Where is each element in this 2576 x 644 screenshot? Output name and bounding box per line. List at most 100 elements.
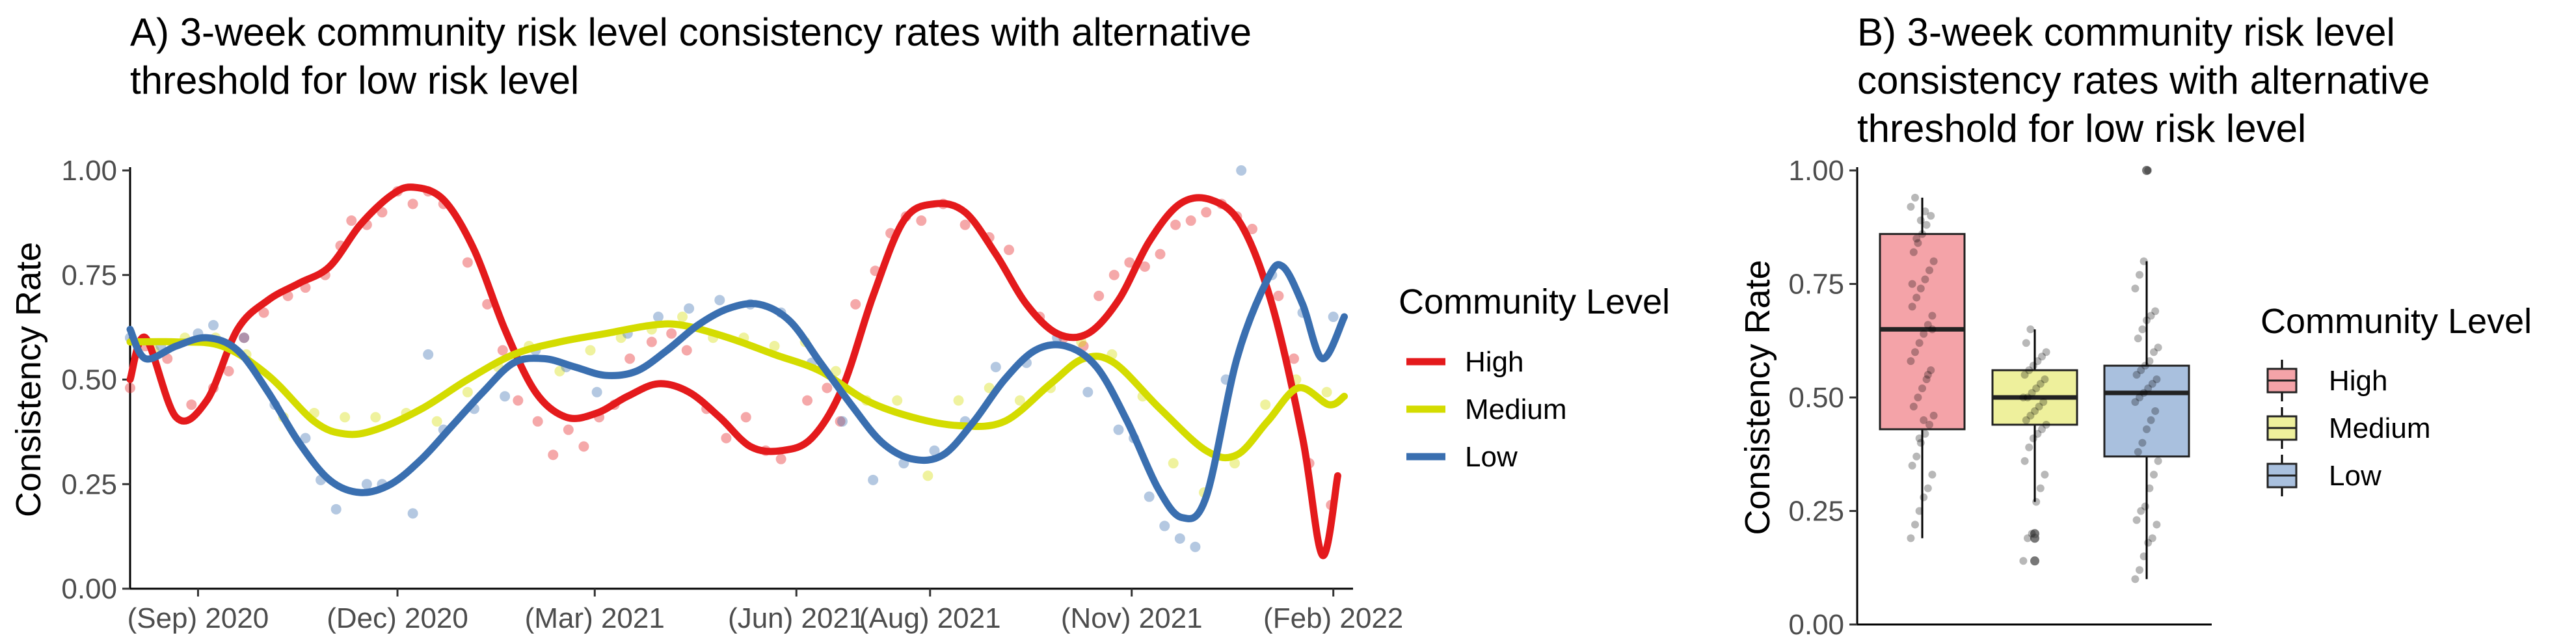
data-point-medium	[830, 366, 841, 377]
jitter-point	[2143, 425, 2151, 433]
panel-b-y-tick-label: 0.00	[1788, 609, 1844, 641]
panel-a-x-tick-label: (Mar) 2021	[525, 602, 665, 634]
box-outlier	[2030, 556, 2039, 566]
panel-b-y-tick-label: 0.75	[1788, 269, 1844, 301]
jitter-point	[2144, 384, 2153, 393]
jitter-point	[2033, 357, 2042, 366]
jitter-point	[2022, 339, 2030, 347]
jitter-point	[2036, 380, 2045, 388]
jitter-point	[2042, 348, 2050, 356]
panel-a-y-tick-label: 0.25	[61, 468, 117, 500]
panel-b-y-tick-label: 0.50	[1788, 382, 1844, 414]
data-point-low	[330, 503, 342, 515]
jitter-point	[2147, 312, 2155, 320]
data-point-low	[1082, 386, 1093, 397]
data-point-high	[125, 382, 135, 394]
data-point-high	[258, 307, 269, 318]
series-line-low	[126, 261, 1348, 522]
jitter-point	[2038, 425, 2046, 433]
data-point-high	[497, 345, 508, 356]
data-point-low	[591, 386, 602, 397]
data-point-high	[646, 336, 657, 347]
jitter-point	[2020, 457, 2029, 465]
series-low-points	[125, 165, 1339, 552]
jitter-point	[2151, 307, 2160, 315]
data-point-high	[1108, 269, 1120, 280]
jitter-point	[2025, 443, 2033, 451]
jitter-point	[2038, 353, 2046, 361]
jitter-point	[2137, 366, 2145, 375]
jitter-point	[1908, 280, 1916, 288]
jitter-point	[1922, 221, 1931, 229]
jitter-point	[1909, 402, 1918, 410]
jitter-point	[1921, 275, 1929, 284]
data-point-high	[239, 332, 250, 343]
jitter-point	[2028, 389, 2036, 397]
jitter-point	[1928, 312, 1937, 320]
jitter-point	[2144, 539, 2153, 547]
data-point-high	[1155, 248, 1166, 260]
data-point-medium	[1229, 458, 1241, 469]
data-point-medium	[1321, 386, 1332, 397]
data-point-medium	[431, 416, 442, 427]
data-point-medium	[554, 366, 565, 377]
data-point-low	[1113, 424, 1124, 435]
jitter-point	[2143, 316, 2151, 325]
jitter-point	[1912, 234, 1921, 243]
legend-label-low: Low	[1465, 441, 1518, 473]
jitter-point	[2022, 416, 2030, 424]
jitter-point	[2025, 366, 2033, 375]
data-point-high	[959, 219, 971, 230]
jitter-point	[2147, 416, 2155, 424]
data-point-high	[681, 345, 692, 356]
data-point-low	[1159, 520, 1170, 531]
data-point-medium	[677, 312, 688, 323]
data-point-medium	[1168, 458, 1179, 469]
boxplot-high	[1879, 193, 1966, 543]
data-point-high	[1124, 257, 1135, 268]
data-point-low	[652, 312, 664, 323]
panel-b: B) 3-week community risk level consistenc…	[1738, 10, 2532, 641]
data-point-high	[1170, 219, 1181, 230]
data-point-low	[837, 416, 848, 427]
panel-a-legend-title: Community Level	[1399, 282, 1670, 321]
data-point-high	[775, 453, 786, 464]
legend-box-label-medium: Medium	[2329, 412, 2431, 444]
jitter-point	[2036, 484, 2045, 492]
jitter-point	[1909, 248, 1918, 256]
data-point-low	[1190, 541, 1201, 552]
panel-a-y-tick-label: 1.00	[61, 155, 117, 187]
data-point-low	[423, 349, 434, 360]
jitter-point	[2141, 502, 2149, 511]
jitter-point	[2020, 371, 2029, 379]
jitter-point	[1927, 366, 1935, 375]
jitter-point	[1924, 321, 1932, 329]
jitter-point	[2134, 334, 2142, 343]
data-point-low	[300, 433, 311, 444]
jitter-point	[1927, 211, 1935, 220]
data-point-medium	[340, 412, 351, 423]
jitter-point	[2138, 325, 2147, 334]
jitter-point	[2140, 257, 2148, 265]
jitter-point	[1916, 438, 1925, 447]
jitter-point	[2148, 380, 2156, 388]
panel-b-y-tick-label: 1.00	[1788, 155, 1844, 187]
jitter-point	[2042, 420, 2050, 429]
data-point-high	[721, 433, 732, 444]
jitter-point	[2134, 448, 2142, 456]
panel-a-title-line: threshold for low risk level	[130, 59, 579, 102]
panel-a-title-line: A) 3-week community risk level consisten…	[130, 10, 1252, 54]
data-point-high	[1093, 290, 1105, 301]
jitter-point	[1911, 193, 1919, 202]
jitter-point	[1914, 239, 1922, 247]
data-point-high	[223, 366, 234, 377]
jitter-point	[2039, 397, 2048, 406]
jitter-point	[2136, 271, 2143, 279]
jitter-point	[1925, 266, 1933, 275]
jitter-point	[2024, 534, 2032, 543]
jitter-point	[2148, 534, 2156, 543]
data-point-high	[624, 353, 636, 364]
jitter-point	[1918, 230, 1926, 238]
jitter-point	[2132, 371, 2141, 379]
data-point-high	[563, 424, 574, 435]
